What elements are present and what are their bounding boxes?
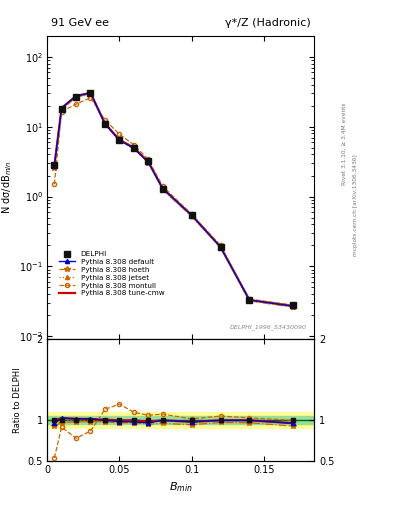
Text: DELPHI_1996_S3430090: DELPHI_1996_S3430090 — [230, 325, 307, 330]
Bar — [47, 416, 314, 424]
X-axis label: $B_{min}$: $B_{min}$ — [169, 481, 193, 494]
Text: Rivet 3.1.10, ≥ 3.4M events: Rivet 3.1.10, ≥ 3.4M events — [342, 102, 346, 185]
Y-axis label: Ratio to DELPHI: Ratio to DELPHI — [13, 367, 22, 433]
Text: mcplots.cern.ch [arXiv:1306.3436]: mcplots.cern.ch [arXiv:1306.3436] — [353, 154, 358, 255]
Text: 91 GeV ee: 91 GeV ee — [51, 18, 109, 28]
Bar — [47, 412, 314, 429]
Text: γ*/Z (Hadronic): γ*/Z (Hadronic) — [225, 18, 310, 28]
Y-axis label: N dσ/dB$_{min}$: N dσ/dB$_{min}$ — [0, 161, 14, 215]
Legend: DELPHI, Pythia 8.308 default, Pythia 8.308 hoeth, Pythia 8.308 jetset, Pythia 8.: DELPHI, Pythia 8.308 default, Pythia 8.3… — [56, 248, 167, 300]
